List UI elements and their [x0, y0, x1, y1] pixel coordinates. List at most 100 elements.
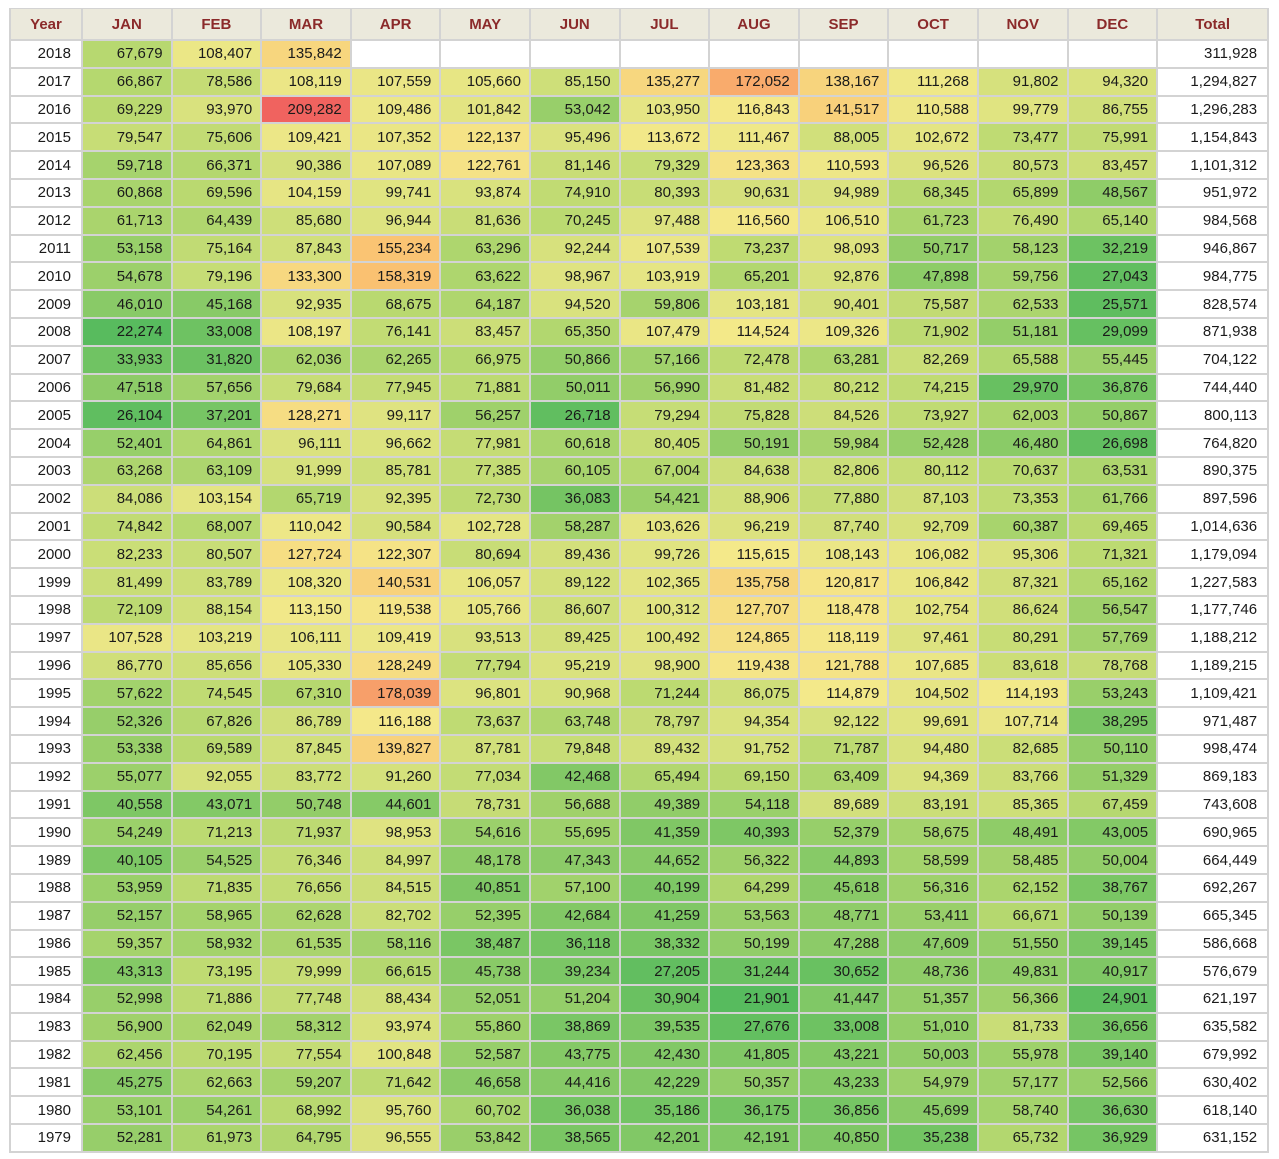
table-row: 1982 62,456 70,195 77,554 100,848 52,587 43,77… — [9, 1041, 1270, 1070]
heatmap-cell-mar: 76,656 — [262, 874, 352, 903]
heatmap-cell-dec: 94,320 — [1068, 68, 1159, 97]
heatmap-cell-jan: 45,275 — [83, 1069, 173, 1098]
heatmap-cell-aug: 31,244 — [710, 958, 800, 987]
total-cell: 576,679 — [1158, 958, 1270, 987]
heatmap-cell-mar: 127,724 — [262, 541, 352, 570]
total-cell: 871,938 — [1158, 318, 1270, 347]
year-cell: 1998 — [9, 596, 83, 625]
heatmap-cell-jul: 103,626 — [620, 513, 711, 542]
heatmap-cell-jun: 81,146 — [530, 152, 621, 180]
heatmap-cell-jun: 47,343 — [530, 847, 621, 875]
heatmap-cell-jul: 42,430 — [620, 1041, 711, 1070]
heatmap-cell-nov: 83,766 — [978, 763, 1069, 792]
table-row: 1993 53,338 69,589 87,845 139,827 87,781 79,84… — [9, 735, 1270, 764]
table-row: 2003 63,268 63,109 91,999 85,781 77,385 60,105… — [9, 457, 1270, 486]
heatmap-cell-jul: 42,201 — [620, 1125, 711, 1153]
heatmap-cell-feb: 54,261 — [172, 1097, 263, 1126]
heatmap-cell-feb: 75,164 — [172, 235, 263, 264]
heatmap-cell-sep: 118,119 — [799, 624, 890, 653]
year-cell: 2016 — [9, 96, 83, 125]
heatmap-cell-apr: 158,319 — [351, 263, 442, 292]
heatmap-cell-jun: 36,083 — [530, 485, 621, 514]
heatmap-cell-aug: 27,676 — [710, 1013, 800, 1042]
heatmap-cell-feb: 85,656 — [172, 652, 263, 681]
heatmap-cell-aug: 86,075 — [710, 680, 800, 709]
heatmap-cell-feb: 88,154 — [172, 596, 263, 625]
heatmap-cell-dec: 36,656 — [1068, 1013, 1159, 1042]
total-cell: 984,775 — [1158, 263, 1270, 292]
heatmap-cell-sep: 118,478 — [799, 596, 890, 625]
heatmap-cell-oct: 68,345 — [889, 179, 979, 208]
heatmap-cell-oct: 99,691 — [889, 708, 979, 736]
year-cell: 2002 — [9, 485, 83, 514]
heatmap-cell-jan: 69,229 — [83, 96, 173, 125]
heatmap-cell-may: 93,874 — [441, 179, 531, 208]
heatmap-cell-apr: 100,848 — [351, 1041, 442, 1070]
heatmap-cell-jan: 53,338 — [83, 735, 173, 764]
heatmap-cell-jun: 42,684 — [530, 902, 621, 931]
heatmap-cell-jun: 74,910 — [530, 179, 621, 208]
heatmap-cell-aug: 65,201 — [710, 263, 800, 292]
heatmap-cell-oct: 111,268 — [889, 68, 979, 97]
heatmap-cell-mar: 71,937 — [262, 819, 352, 848]
total-cell: 869,183 — [1158, 763, 1270, 792]
heatmap-cell-jun: 36,118 — [530, 930, 621, 959]
heatmap-cell-mar: 108,119 — [262, 68, 352, 97]
heatmap-cell-oct: 48,736 — [889, 958, 979, 987]
table-row: 2014 59,718 66,371 90,386 107,089 122,761 81,1… — [9, 152, 1270, 180]
heatmap-cell-feb: 75,606 — [172, 124, 263, 153]
total-cell: 1,154,843 — [1158, 124, 1270, 153]
year-cell: 2001 — [9, 513, 83, 542]
heatmap-cell-nov: 29,970 — [978, 374, 1069, 403]
heatmap-cell-jun: 38,869 — [530, 1013, 621, 1042]
heatmap-cell-aug: 42,191 — [710, 1125, 800, 1153]
heatmap-cell-mar: 87,843 — [262, 235, 352, 264]
heatmap-cell-may: 73,637 — [441, 708, 531, 736]
column-header-apr: APR — [351, 8, 442, 41]
heatmap-cell-sep: 106,510 — [799, 207, 890, 236]
heatmap-cell-mar: 209,282 — [262, 96, 352, 125]
heatmap-cell-apr: 107,089 — [351, 152, 442, 180]
heatmap-cell-oct: 47,898 — [889, 263, 979, 292]
heatmap-cell-mar: 86,789 — [262, 708, 352, 736]
heatmap-cell-dec: 63,531 — [1068, 457, 1159, 486]
heatmap-cell-mar: 108,320 — [262, 569, 352, 597]
heatmap-cell-jun: 98,967 — [530, 263, 621, 292]
heatmap-cell-mar: 68,992 — [262, 1097, 352, 1126]
heatmap-cell-nov: 62,152 — [978, 874, 1069, 903]
heatmap-cell-sep: 36,856 — [799, 1097, 890, 1126]
heatmap-cell-apr: 88,434 — [351, 986, 442, 1014]
heatmap-cell-nov: 70,637 — [978, 457, 1069, 486]
heatmap-cell-nov: 46,480 — [978, 430, 1069, 458]
heatmap-cell-nov: 58,123 — [978, 235, 1069, 264]
heatmap-cell-aug: 69,150 — [710, 763, 800, 792]
heatmap-cell-jul: 97,488 — [620, 207, 711, 236]
heatmap-cell-dec: 51,329 — [1068, 763, 1159, 792]
heatmap-cell-oct: 94,369 — [889, 763, 979, 792]
heatmap-cell-jan: 54,678 — [83, 263, 173, 292]
heatmap-cell-mar: 62,628 — [262, 902, 352, 931]
heatmap-cell-may: 96,801 — [441, 680, 531, 709]
year-cell: 1983 — [9, 1013, 83, 1042]
heatmap-cell-feb: 67,826 — [172, 708, 263, 736]
year-cell: 2003 — [9, 457, 83, 486]
heatmap-cell-mar: 76,346 — [262, 847, 352, 875]
heatmap-cell-sep: 52,379 — [799, 819, 890, 848]
heatmap-cell-jun: 65,350 — [530, 318, 621, 347]
heatmap-cell-jun: 90,968 — [530, 680, 621, 709]
column-header-aug: AUG — [710, 8, 800, 41]
heatmap-cell-dec — [1068, 41, 1159, 69]
heatmap-cell-aug: 103,181 — [710, 291, 800, 319]
heatmap-cell-jun: 50,011 — [530, 374, 621, 403]
heatmap-cell-jan: 46,010 — [83, 291, 173, 319]
heatmap-cell-jul: 78,797 — [620, 708, 711, 736]
year-cell: 1987 — [9, 902, 83, 931]
heatmap-cell-jul: 80,405 — [620, 430, 711, 458]
heatmap-cell-jun: 60,618 — [530, 430, 621, 458]
table-row: 2006 47,518 57,656 79,684 77,945 71,881 50,011… — [9, 374, 1270, 403]
heatmap-cell-apr: 140,531 — [351, 569, 442, 597]
total-cell: 998,474 — [1158, 735, 1270, 764]
heatmap-cell-may: 66,975 — [441, 346, 531, 375]
heatmap-cell-dec: 25,571 — [1068, 291, 1159, 319]
heatmap-cell-may: 87,781 — [441, 735, 531, 764]
